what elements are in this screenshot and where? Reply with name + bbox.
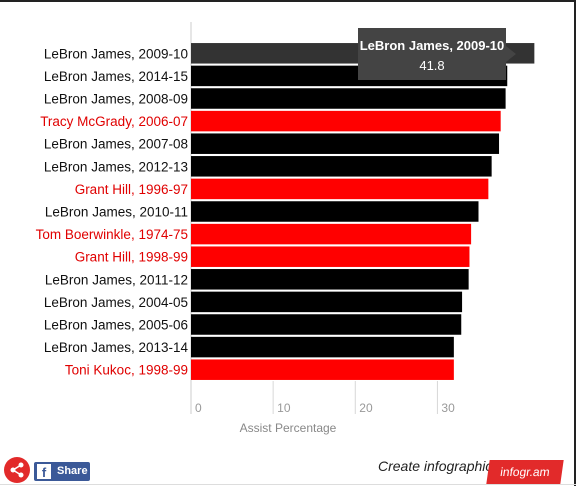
- category-label: LeBron James, 2008-09: [44, 92, 188, 107]
- facebook-share-button[interactable]: f Share: [34, 462, 90, 481]
- share-icon: [10, 462, 24, 478]
- category-label: LeBron James, 2011-12: [45, 272, 188, 287]
- bar[interactable]: [191, 110, 501, 132]
- tooltip-title: LeBron James, 2009-10: [360, 38, 505, 53]
- x-axis-title: Assist Percentage: [240, 421, 337, 435]
- category-label: LeBron James, 2009-10: [44, 46, 188, 61]
- footer-divider: [0, 484, 576, 485]
- bar[interactable]: [191, 359, 454, 380]
- frame-right-border: [574, 0, 576, 486]
- category-label: LeBron James, 2005-06: [44, 318, 188, 333]
- infogram-brand-badge[interactable]: infogr.am: [486, 460, 564, 484]
- bar-layer: [191, 43, 535, 380]
- bar[interactable]: [191, 246, 470, 267]
- bar[interactable]: [191, 156, 492, 177]
- category-label: LeBron James, 2014-15: [44, 69, 188, 84]
- category-label: Grant Hill, 1998-99: [75, 250, 188, 265]
- x-tick-label: 10: [277, 401, 291, 415]
- category-label: LeBron James, 2004-05: [44, 295, 188, 310]
- bar[interactable]: [191, 88, 506, 109]
- create-infographics-link[interactable]: Create infographics: [378, 458, 500, 474]
- share-button[interactable]: [4, 457, 30, 483]
- tooltip: LeBron James, 2009-10 41.8: [358, 28, 516, 80]
- tooltip-arrow: [506, 46, 516, 62]
- category-label: Grant Hill, 1996-97: [75, 182, 188, 197]
- category-label: Tom Boerwinkle, 1974-75: [36, 227, 188, 242]
- bar[interactable]: [191, 269, 469, 290]
- bar[interactable]: [191, 336, 454, 358]
- bar-chart: LeBron James, 2009-10 LeBron James, 2014-…: [36, 22, 535, 435]
- tooltip-value: 41.8: [419, 58, 444, 73]
- x-tick-label: 0: [195, 401, 202, 415]
- facebook-icon: f: [37, 464, 51, 480]
- category-label: Tracy McGrady, 2006-07: [40, 114, 188, 129]
- x-tick-label: 30: [441, 401, 455, 415]
- bar[interactable]: [191, 178, 489, 200]
- frame-top-border: [0, 0, 576, 2]
- tick-label-layer: 0 10 20 30: [195, 401, 455, 415]
- category-label: LeBron James, 2013-14: [44, 340, 189, 355]
- bar[interactable]: [191, 291, 463, 313]
- tooltip-box: [358, 28, 506, 80]
- category-label: LeBron James, 2010-11: [45, 205, 188, 220]
- x-tick-label: 20: [359, 401, 373, 415]
- category-label: LeBron James, 2007-08: [44, 137, 188, 152]
- footer: f Share Create infographics infogr.am: [0, 452, 576, 486]
- bar[interactable]: [191, 223, 472, 245]
- category-label: Toni Kukoc, 1998-99: [65, 363, 188, 378]
- bar[interactable]: [191, 314, 462, 335]
- bar[interactable]: [191, 201, 479, 222]
- facebook-share-label: Share: [57, 465, 88, 477]
- category-label-layer: LeBron James, 2009-10 LeBron James, 2014-…: [36, 46, 189, 377]
- bar[interactable]: [191, 133, 500, 154]
- category-label: LeBron James, 2012-13: [44, 159, 188, 174]
